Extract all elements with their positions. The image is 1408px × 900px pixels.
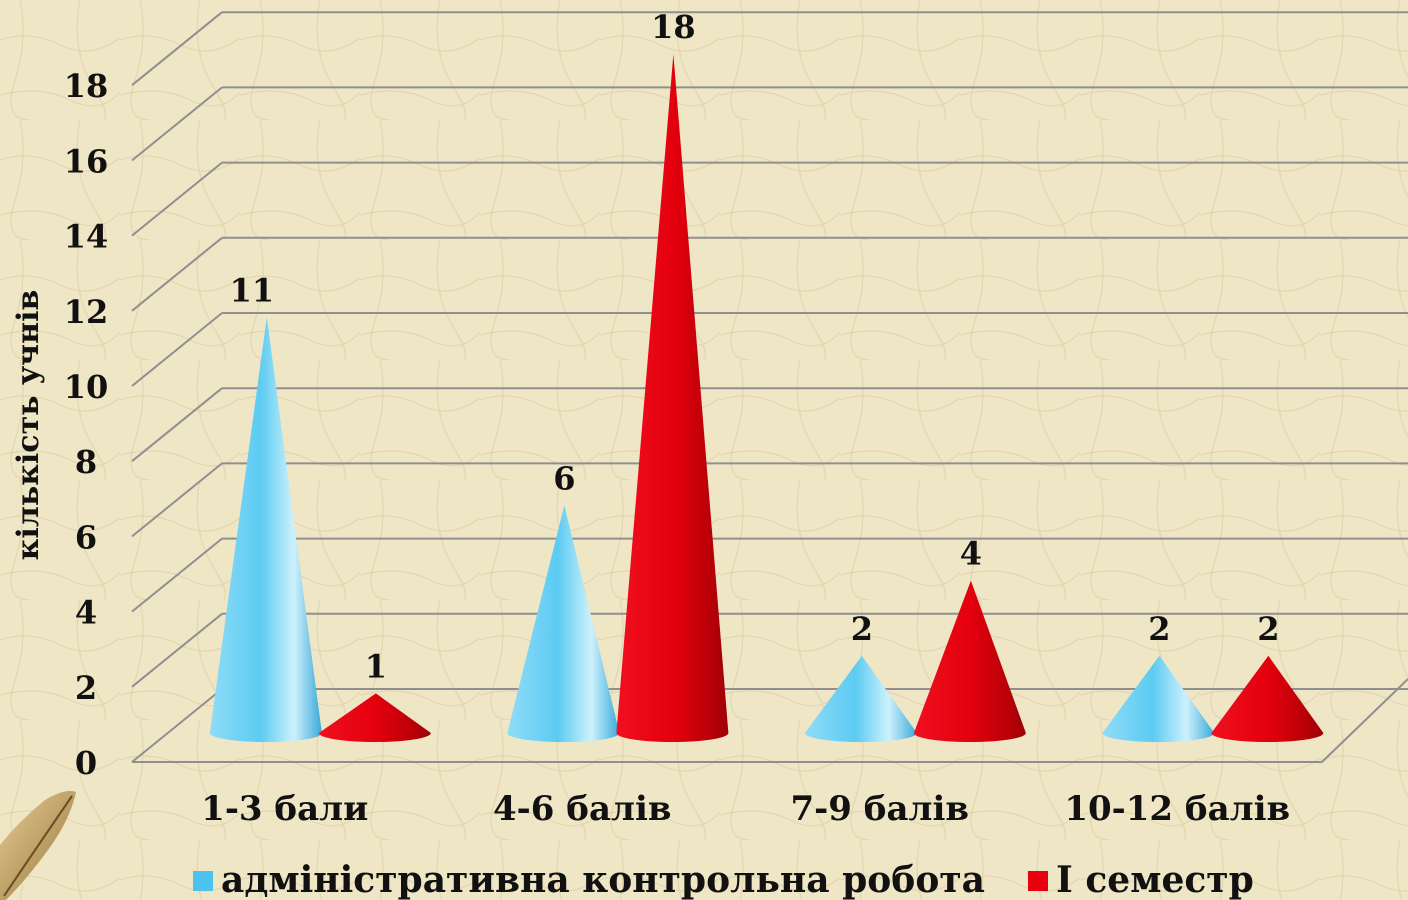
data-label-s0-c3: 2 [1148, 610, 1170, 648]
side-wall-gridline [131, 537, 223, 613]
grid-layer [131, 11, 1408, 763]
side-wall-gridline [131, 462, 223, 538]
legend-label-0: адміністративна контрольна робота [221, 859, 985, 900]
y-tick-label: 8 [75, 443, 97, 481]
legend-swatch-1 [1028, 871, 1048, 891]
side-wall-gridline [131, 11, 223, 86]
category-label-0: 1-3 бали [201, 789, 368, 829]
y-axis-ticks: 0 2 4 6 8 10 12 14 16 18 [64, 67, 109, 782]
y-tick-label: 18 [64, 67, 109, 105]
data-label-s1-c2: 4 [960, 535, 982, 573]
cone-s1-c0 [318, 693, 431, 742]
y-tick-label: 2 [75, 669, 97, 707]
x-axis-categories: 1-3 бали 4-6 балів 7-9 балів 10-12 балів [201, 789, 1290, 829]
cone-s0-c2 [804, 655, 917, 742]
floor-edge-right [1321, 678, 1408, 763]
category-label-3: 10-12 балів [1064, 789, 1290, 829]
data-label-s0-c1: 6 [553, 459, 575, 497]
data-label-s1-c1: 18 [651, 8, 696, 46]
legend-item-0: адміністративна контрольна робота [193, 859, 985, 900]
feather-icon [0, 791, 76, 900]
y-tick-label: 0 [75, 744, 97, 782]
category-label-2: 7-9 балів [791, 789, 969, 829]
cone-s0-c3 [1102, 655, 1215, 742]
side-wall-gridline [131, 387, 223, 462]
side-wall-gridline [131, 312, 223, 387]
y-tick-label: 16 [64, 142, 109, 180]
cone-s1-c1 [616, 54, 729, 742]
data-label-s1-c3: 2 [1257, 610, 1279, 648]
category-label-1: 4-6 балів [493, 789, 671, 829]
side-wall-gridline [131, 161, 223, 237]
legend-label-1: І семестр [1056, 859, 1254, 900]
y-tick-label: 4 [75, 594, 97, 632]
y-tick-label: 12 [64, 293, 109, 331]
cone-s1-c2 [913, 580, 1026, 742]
legend-swatch-0 [193, 871, 213, 891]
data-label-s0-c0: 11 [230, 271, 275, 309]
cone-s0-c1 [507, 505, 620, 742]
side-wall-gridline [131, 237, 223, 312]
cone-s1-c3 [1211, 655, 1324, 742]
cone-s0-c0 [209, 317, 322, 742]
y-tick-label: 6 [75, 518, 97, 556]
side-wall-gridline [131, 86, 223, 162]
side-wall-gridline [131, 613, 223, 688]
legend-item-1: І семестр [1028, 859, 1254, 900]
data-label-s0-c2: 2 [851, 610, 873, 648]
y-tick-label: 10 [64, 368, 109, 406]
y-axis-label: кількість учнів [11, 290, 46, 561]
cones-layer [209, 54, 1324, 742]
data-label-s1-c0: 1 [365, 647, 387, 685]
y-tick-label: 14 [64, 218, 109, 256]
legend: адміністративна контрольна робота І семес… [193, 859, 1254, 900]
floor-edge-left [131, 688, 223, 763]
